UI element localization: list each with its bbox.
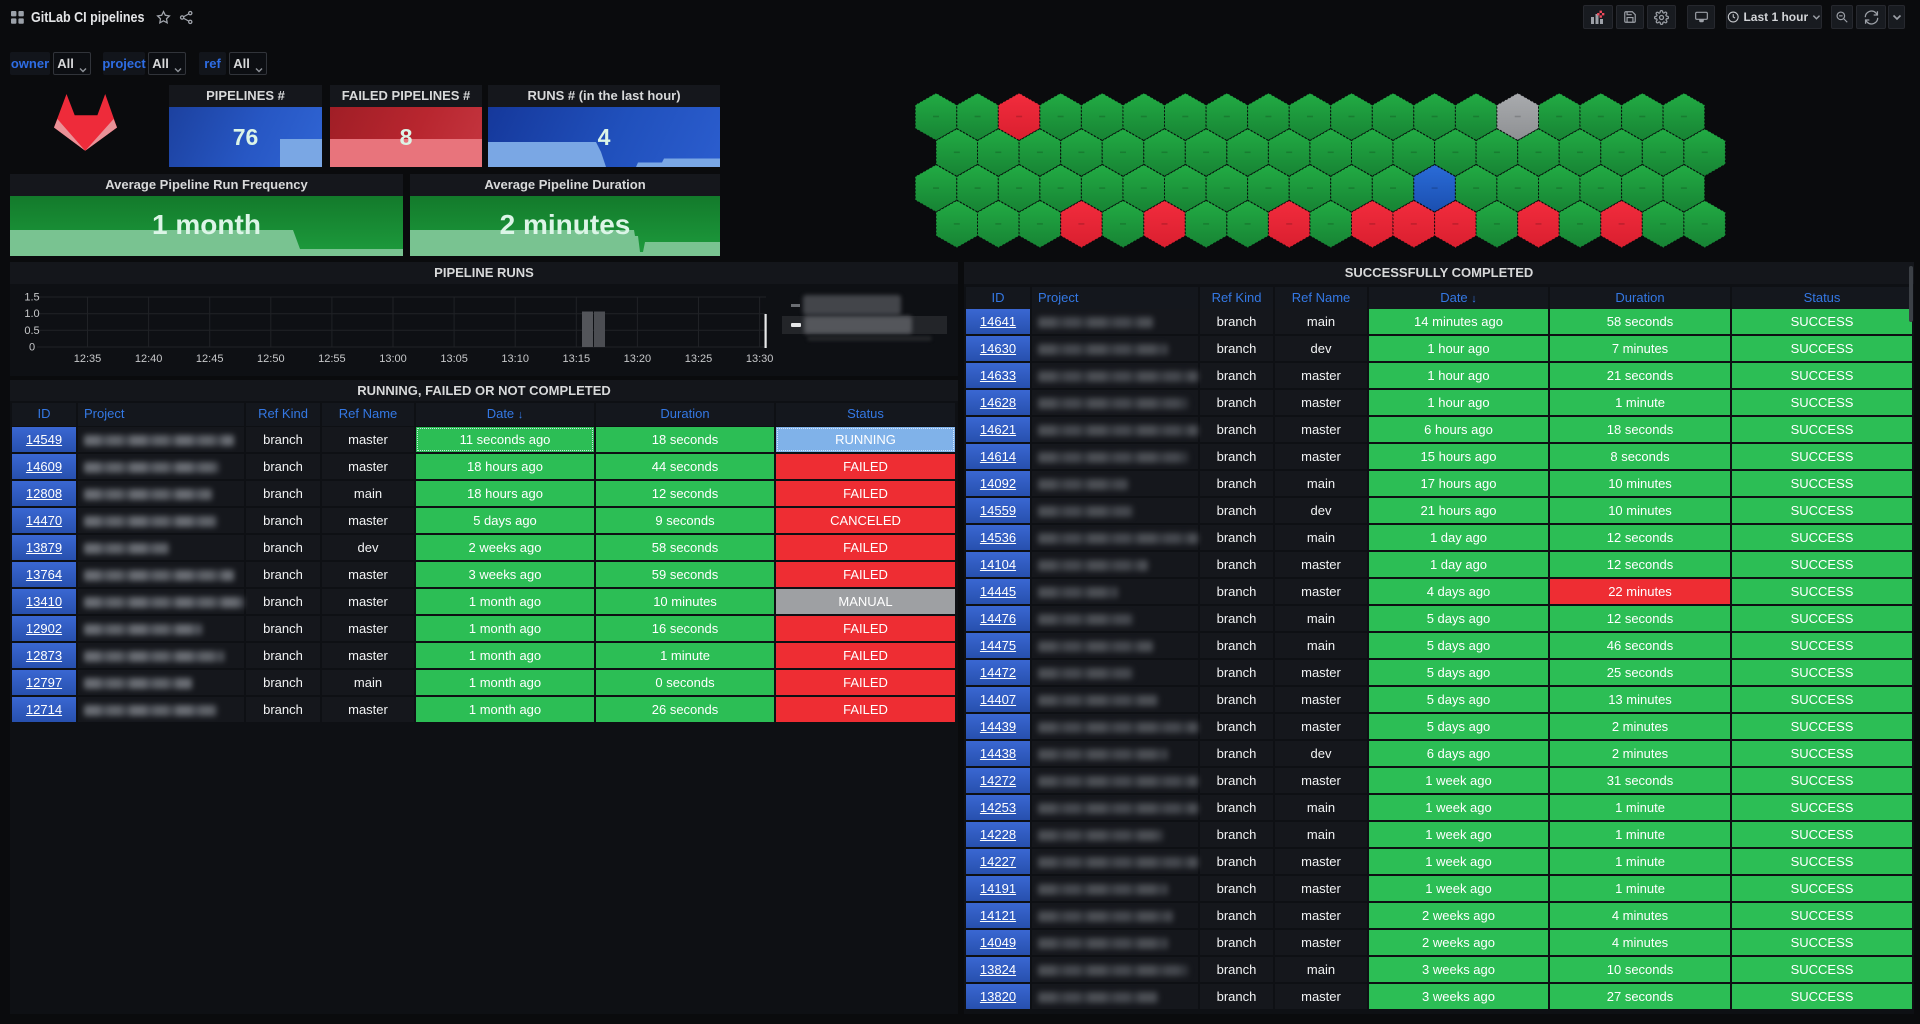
svg-text:12:45: 12:45 — [196, 353, 224, 365]
svg-text:13:15: 13:15 — [563, 353, 591, 365]
svg-text:12:50: 12:50 — [257, 353, 285, 365]
svg-text:12:40: 12:40 — [135, 353, 163, 365]
svg-text:13:10: 13:10 — [501, 353, 529, 365]
svg-text:1.0: 1.0 — [24, 308, 39, 320]
svg-text:13:00: 13:00 — [379, 353, 407, 365]
svg-text:12:55: 12:55 — [318, 353, 346, 365]
svg-text:13:25: 13:25 — [685, 353, 713, 365]
svg-text:13:20: 13:20 — [624, 353, 652, 365]
svg-text:13:30: 13:30 — [746, 353, 774, 365]
svg-text:0: 0 — [29, 342, 35, 354]
svg-text:12:35: 12:35 — [74, 353, 102, 365]
svg-text:0.5: 0.5 — [24, 325, 39, 337]
svg-text:13:05: 13:05 — [440, 353, 468, 365]
svg-text:1.5: 1.5 — [24, 292, 39, 304]
